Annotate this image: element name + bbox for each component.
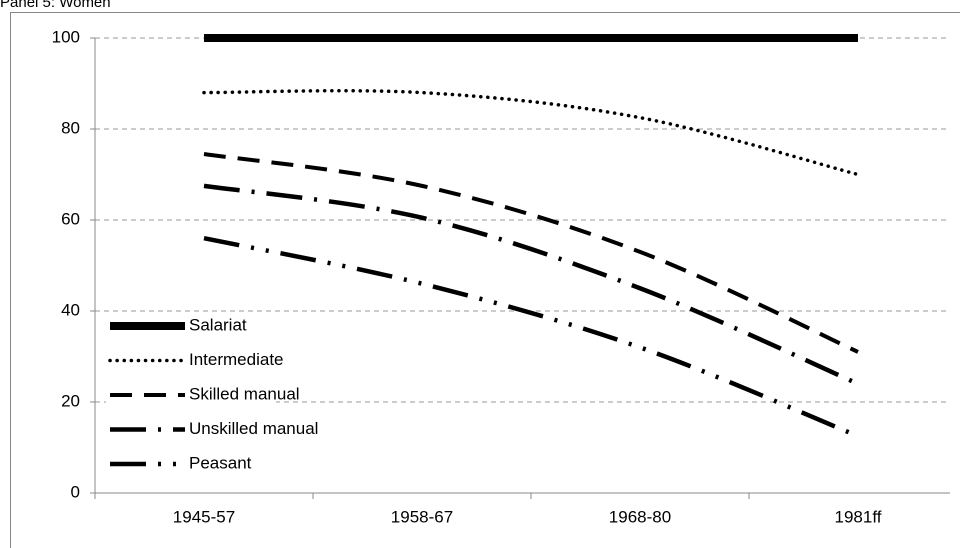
series-line [203, 235, 859, 439]
legend-bg [106, 346, 276, 375]
legend-label: Skilled manual [189, 384, 300, 403]
legend-label: Peasant [189, 453, 252, 472]
legend-label: Intermediate [189, 350, 284, 369]
series-line [203, 183, 859, 386]
legend-label: Unskilled manual [189, 419, 318, 438]
chart-title: Panel 5: Women [0, 0, 111, 11]
x-tick-label: 1958-67 [391, 507, 453, 526]
y-tick-label: 60 [61, 209, 80, 228]
x-tick-label: 1945-57 [173, 507, 235, 526]
y-tick-label: 80 [61, 118, 80, 137]
x-tick-label: 1981ff [835, 507, 882, 526]
legend-bg [106, 381, 276, 409]
y-tick-label: 0 [71, 482, 80, 501]
x-tick-label: 1968-80 [609, 507, 671, 526]
legend-label: Salariat [189, 315, 247, 334]
y-tick-label: 100 [52, 27, 80, 46]
y-tick-label: 40 [61, 300, 80, 319]
series-line [203, 152, 859, 354]
y-tick-label: 20 [61, 391, 80, 410]
series-line [202, 88, 860, 177]
